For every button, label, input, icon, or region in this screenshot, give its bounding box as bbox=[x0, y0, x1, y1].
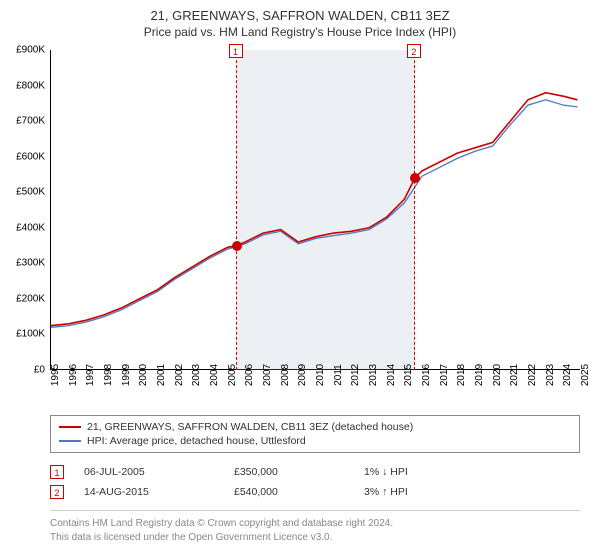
legend-item: HPI: Average price, detached house, Uttl… bbox=[59, 434, 571, 448]
chart-area: £0£100K£200K£300K£400K£500K£600K£700K£80… bbox=[50, 50, 580, 370]
x-tick-label: 2024 bbox=[562, 364, 573, 386]
x-tick-label: 1995 bbox=[50, 364, 61, 386]
x-tick-label: 2022 bbox=[527, 364, 538, 386]
x-tick-label: 1996 bbox=[68, 364, 79, 386]
x-tick-label: 2011 bbox=[333, 364, 344, 386]
legend-item: 21, GREENWAYS, SAFFRON WALDEN, CB11 3EZ … bbox=[59, 420, 571, 434]
legend: 21, GREENWAYS, SAFFRON WALDEN, CB11 3EZ … bbox=[50, 415, 580, 453]
x-tick-label: 2002 bbox=[174, 364, 185, 386]
x-tick-label: 2016 bbox=[421, 364, 432, 386]
x-tick-label: 2025 bbox=[580, 364, 591, 386]
x-tick-label: 2009 bbox=[297, 364, 308, 386]
transaction-date: 14-AUG-2015 bbox=[84, 486, 234, 498]
transaction-price: £540,000 bbox=[234, 486, 364, 498]
y-tick-label: £300K bbox=[16, 258, 45, 269]
x-tick-label: 1999 bbox=[121, 364, 132, 386]
y-tick-label: £800K bbox=[16, 80, 45, 91]
x-tick-label: 2013 bbox=[368, 364, 379, 386]
footer-line2: This data is licensed under the Open Gov… bbox=[50, 531, 580, 545]
x-tick-label: 2004 bbox=[209, 364, 220, 386]
y-tick-label: £100K bbox=[16, 329, 45, 340]
x-tick-label: 2007 bbox=[262, 364, 273, 386]
transaction-row: 2 14-AUG-2015£540,0003% ↑ HPI bbox=[50, 482, 580, 502]
x-tick-label: 2008 bbox=[280, 364, 291, 386]
title-sub: Price paid vs. HM Land Registry's House … bbox=[0, 25, 600, 39]
title-block: 21, GREENWAYS, SAFFRON WALDEN, CB11 3EZ … bbox=[0, 0, 600, 39]
series-line bbox=[51, 100, 578, 327]
x-tick-label: 2020 bbox=[492, 364, 503, 386]
transaction-marker-dot bbox=[410, 173, 420, 183]
footer-attribution: Contains HM Land Registry data © Crown c… bbox=[50, 510, 580, 544]
transaction-price: £350,000 bbox=[234, 466, 364, 478]
x-tick-label: 2015 bbox=[403, 364, 414, 386]
title-main: 21, GREENWAYS, SAFFRON WALDEN, CB11 3EZ bbox=[0, 8, 600, 23]
y-tick-label: £900K bbox=[16, 45, 45, 56]
transaction-index-box: 2 bbox=[50, 485, 64, 499]
footer-line1: Contains HM Land Registry data © Crown c… bbox=[50, 517, 580, 531]
x-tick-label: 2012 bbox=[350, 364, 361, 386]
x-tick-label: 2017 bbox=[439, 364, 450, 386]
x-tick-label: 2001 bbox=[156, 364, 167, 386]
line-svg bbox=[51, 50, 581, 370]
reference-label-box: 1 bbox=[229, 44, 243, 58]
transaction-delta: 1% ↓ HPI bbox=[364, 466, 474, 478]
y-tick-label: £400K bbox=[16, 222, 45, 233]
transaction-delta: 3% ↑ HPI bbox=[364, 486, 474, 498]
legend-swatch bbox=[59, 426, 81, 428]
y-tick-label: £600K bbox=[16, 151, 45, 162]
reference-vline bbox=[236, 50, 237, 370]
x-tick-label: 2023 bbox=[545, 364, 556, 386]
legend-swatch bbox=[59, 440, 81, 442]
reference-vline bbox=[414, 50, 415, 370]
x-tick-label: 1998 bbox=[103, 364, 114, 386]
transaction-date: 06-JUL-2005 bbox=[84, 466, 234, 478]
x-tick-label: 2010 bbox=[315, 364, 326, 386]
transaction-table: 1 06-JUL-2005£350,0001% ↓ HPI 2 14-AUG-2015… bbox=[50, 462, 580, 502]
x-tick-label: 2000 bbox=[138, 364, 149, 386]
transaction-row: 1 06-JUL-2005£350,0001% ↓ HPI bbox=[50, 462, 580, 482]
transaction-index-box: 1 bbox=[50, 465, 64, 479]
y-tick-label: £500K bbox=[16, 187, 45, 198]
y-tick-label: £700K bbox=[16, 116, 45, 127]
x-tick-label: 2014 bbox=[386, 364, 397, 386]
legend-label: 21, GREENWAYS, SAFFRON WALDEN, CB11 3EZ … bbox=[87, 421, 413, 433]
reference-label-box: 2 bbox=[407, 44, 421, 58]
plot-frame bbox=[50, 50, 580, 370]
y-tick-label: £200K bbox=[16, 293, 45, 304]
x-tick-label: 1997 bbox=[85, 364, 96, 386]
legend-label: HPI: Average price, detached house, Uttl… bbox=[87, 435, 306, 447]
series-line bbox=[51, 93, 578, 326]
transaction-marker-dot bbox=[232, 241, 242, 251]
x-tick-label: 2021 bbox=[509, 364, 520, 386]
x-tick-label: 2003 bbox=[191, 364, 202, 386]
chart-container: 21, GREENWAYS, SAFFRON WALDEN, CB11 3EZ … bbox=[0, 0, 600, 560]
x-tick-label: 2018 bbox=[456, 364, 467, 386]
y-tick-label: £0 bbox=[34, 365, 45, 376]
x-tick-label: 2006 bbox=[244, 364, 255, 386]
x-tick-label: 2019 bbox=[474, 364, 485, 386]
